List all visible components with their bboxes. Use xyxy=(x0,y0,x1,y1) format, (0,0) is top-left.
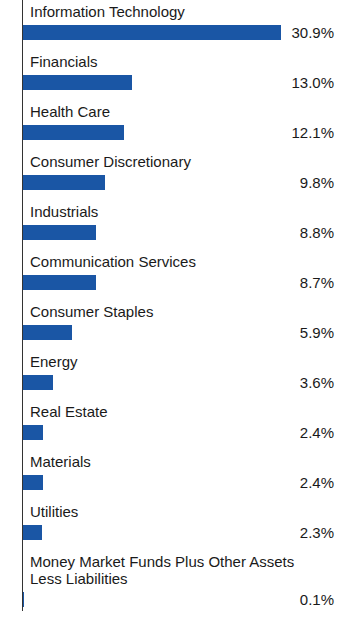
category-label: Real Estate xyxy=(30,403,330,420)
category-label: Energy xyxy=(30,353,330,370)
data-label: 8.7% xyxy=(300,274,334,291)
category-label: Utilities xyxy=(30,503,330,520)
bar xyxy=(23,125,124,140)
data-label: 12.1% xyxy=(291,124,334,141)
bar xyxy=(23,75,132,90)
data-label: 2.3% xyxy=(300,524,334,541)
data-label: 5.9% xyxy=(300,324,334,341)
bar xyxy=(23,592,24,607)
category-label: Industrials xyxy=(30,203,330,220)
bar xyxy=(23,425,43,440)
data-label: 2.4% xyxy=(300,424,334,441)
category-label: Money Market Funds Plus Other Assets Les… xyxy=(30,553,330,587)
data-label: 3.6% xyxy=(300,374,334,391)
chart: Information Technology 30.9% Financials 13.… xyxy=(0,0,360,617)
bar xyxy=(23,175,105,190)
bar xyxy=(23,375,53,390)
bar xyxy=(23,325,72,340)
data-label: 2.4% xyxy=(300,474,334,491)
category-label: Communication Services xyxy=(30,253,330,270)
category-axis-line xyxy=(22,0,23,611)
data-label: 8.8% xyxy=(300,224,334,241)
category-label: Consumer Discretionary xyxy=(30,153,330,170)
bar xyxy=(23,475,43,490)
category-label: Health Care xyxy=(30,103,330,120)
bar xyxy=(23,525,42,540)
category-label: Consumer Staples xyxy=(30,303,330,320)
data-label: 0.1% xyxy=(300,591,334,608)
category-label: Financials xyxy=(30,53,330,70)
bar xyxy=(23,25,281,40)
category-label: Information Technology xyxy=(30,3,330,20)
bar xyxy=(23,225,96,240)
data-label: 30.9% xyxy=(291,24,334,41)
category-label: Materials xyxy=(30,453,330,470)
bar xyxy=(23,275,96,290)
data-label: 13.0% xyxy=(291,74,334,91)
data-label: 9.8% xyxy=(300,174,334,191)
